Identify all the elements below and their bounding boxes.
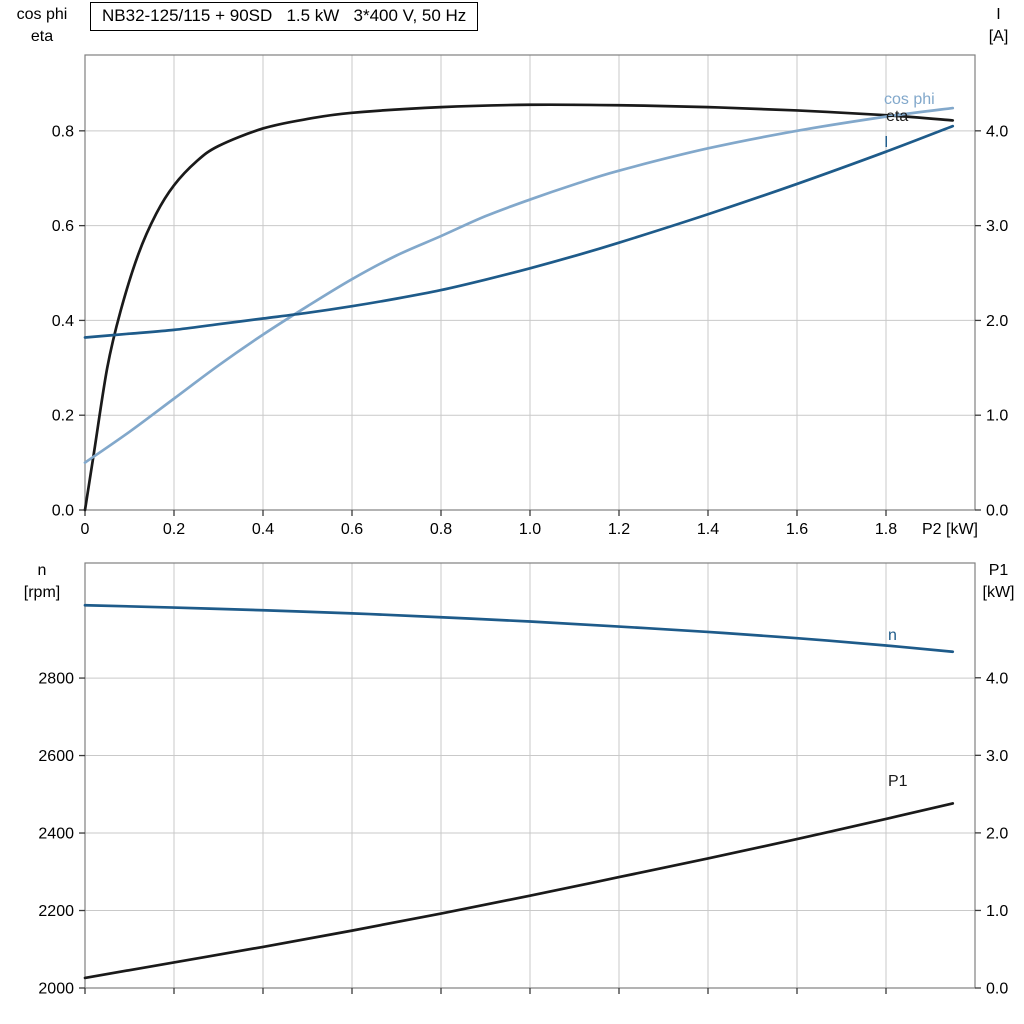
left-tick-label: 2400 — [38, 826, 74, 843]
right-tick-label: 3.0 — [986, 218, 1008, 235]
current-axis-label: I — [996, 6, 1001, 23]
x-tick-label: 1.2 — [608, 521, 630, 538]
right-tick-label: 2.0 — [986, 825, 1008, 842]
x-tick-label: 0 — [81, 521, 90, 538]
curve-eta — [83, 103, 955, 512]
left-tick-label: 2200 — [38, 903, 74, 920]
curve-label-I: I — [884, 134, 888, 151]
eta-axis-label: eta — [30, 28, 54, 45]
x-tick-label: 1.0 — [519, 521, 541, 538]
top-chart-left-axis-label: cos phi eta — [0, 4, 84, 48]
bottom-chart-left-axis-label: n [rpm] — [0, 560, 84, 604]
x-tick-label: 0.4 — [252, 521, 274, 538]
left-tick-label: 0.8 — [52, 123, 74, 140]
right-tick-label: 4.0 — [986, 670, 1008, 687]
x-tick-label: 1.4 — [697, 521, 719, 538]
right-tick-label: 1.0 — [986, 408, 1008, 425]
right-tick-label: 0.0 — [986, 981, 1008, 998]
x-tick-label: 0.2 — [163, 521, 185, 538]
x-tick-label: 1.6 — [786, 521, 808, 538]
right-tick-label: 1.0 — [986, 903, 1008, 920]
chart-title: NB32-125/115 + 90SD 1.5 kW 3*400 V, 50 H… — [90, 2, 479, 31]
left-tick-label: 0.4 — [52, 313, 74, 330]
x-tick-label: 0.8 — [430, 521, 452, 538]
left-tick-label: 2800 — [38, 671, 74, 688]
curve-P1 — [83, 802, 955, 980]
ampere-unit-label: [A] — [988, 28, 1009, 45]
p1-axis-label: P1 — [988, 562, 1009, 579]
rpm-unit-label: [rpm] — [23, 584, 61, 601]
curve-label-eta: eta — [886, 108, 908, 125]
right-tick-label: 3.0 — [986, 748, 1008, 765]
x-tick-label: 1.8 — [875, 521, 897, 538]
x-axis-label: P2 [kW] — [922, 521, 978, 538]
x-tick-label: 0.6 — [341, 521, 363, 538]
right-tick-label: 4.0 — [986, 123, 1008, 140]
left-tick-label: 0.0 — [52, 503, 74, 520]
right-tick-label: 0.0 — [986, 503, 1008, 520]
cos-phi-axis-label: cos phi — [16, 6, 68, 23]
curve-n — [83, 603, 955, 654]
top-chart-right-axis-label: I [A] — [973, 4, 1024, 48]
kw-unit-label: [kW] — [982, 584, 1015, 601]
left-tick-label: 2000 — [38, 981, 74, 998]
curve-label-n: n — [888, 627, 897, 644]
bottom-chart-right-axis-label: P1 [kW] — [973, 560, 1024, 604]
curve-cos-phi — [83, 106, 955, 464]
curve-label-cos-phi: cos phi — [884, 91, 935, 108]
curve-I — [83, 124, 955, 339]
curve-label-P1: P1 — [888, 773, 908, 790]
right-tick-label: 2.0 — [986, 313, 1008, 330]
speed-axis-label: n — [37, 562, 47, 579]
left-tick-label: 2600 — [38, 748, 74, 765]
left-tick-label: 0.6 — [52, 218, 74, 235]
left-tick-label: 0.2 — [52, 408, 74, 425]
